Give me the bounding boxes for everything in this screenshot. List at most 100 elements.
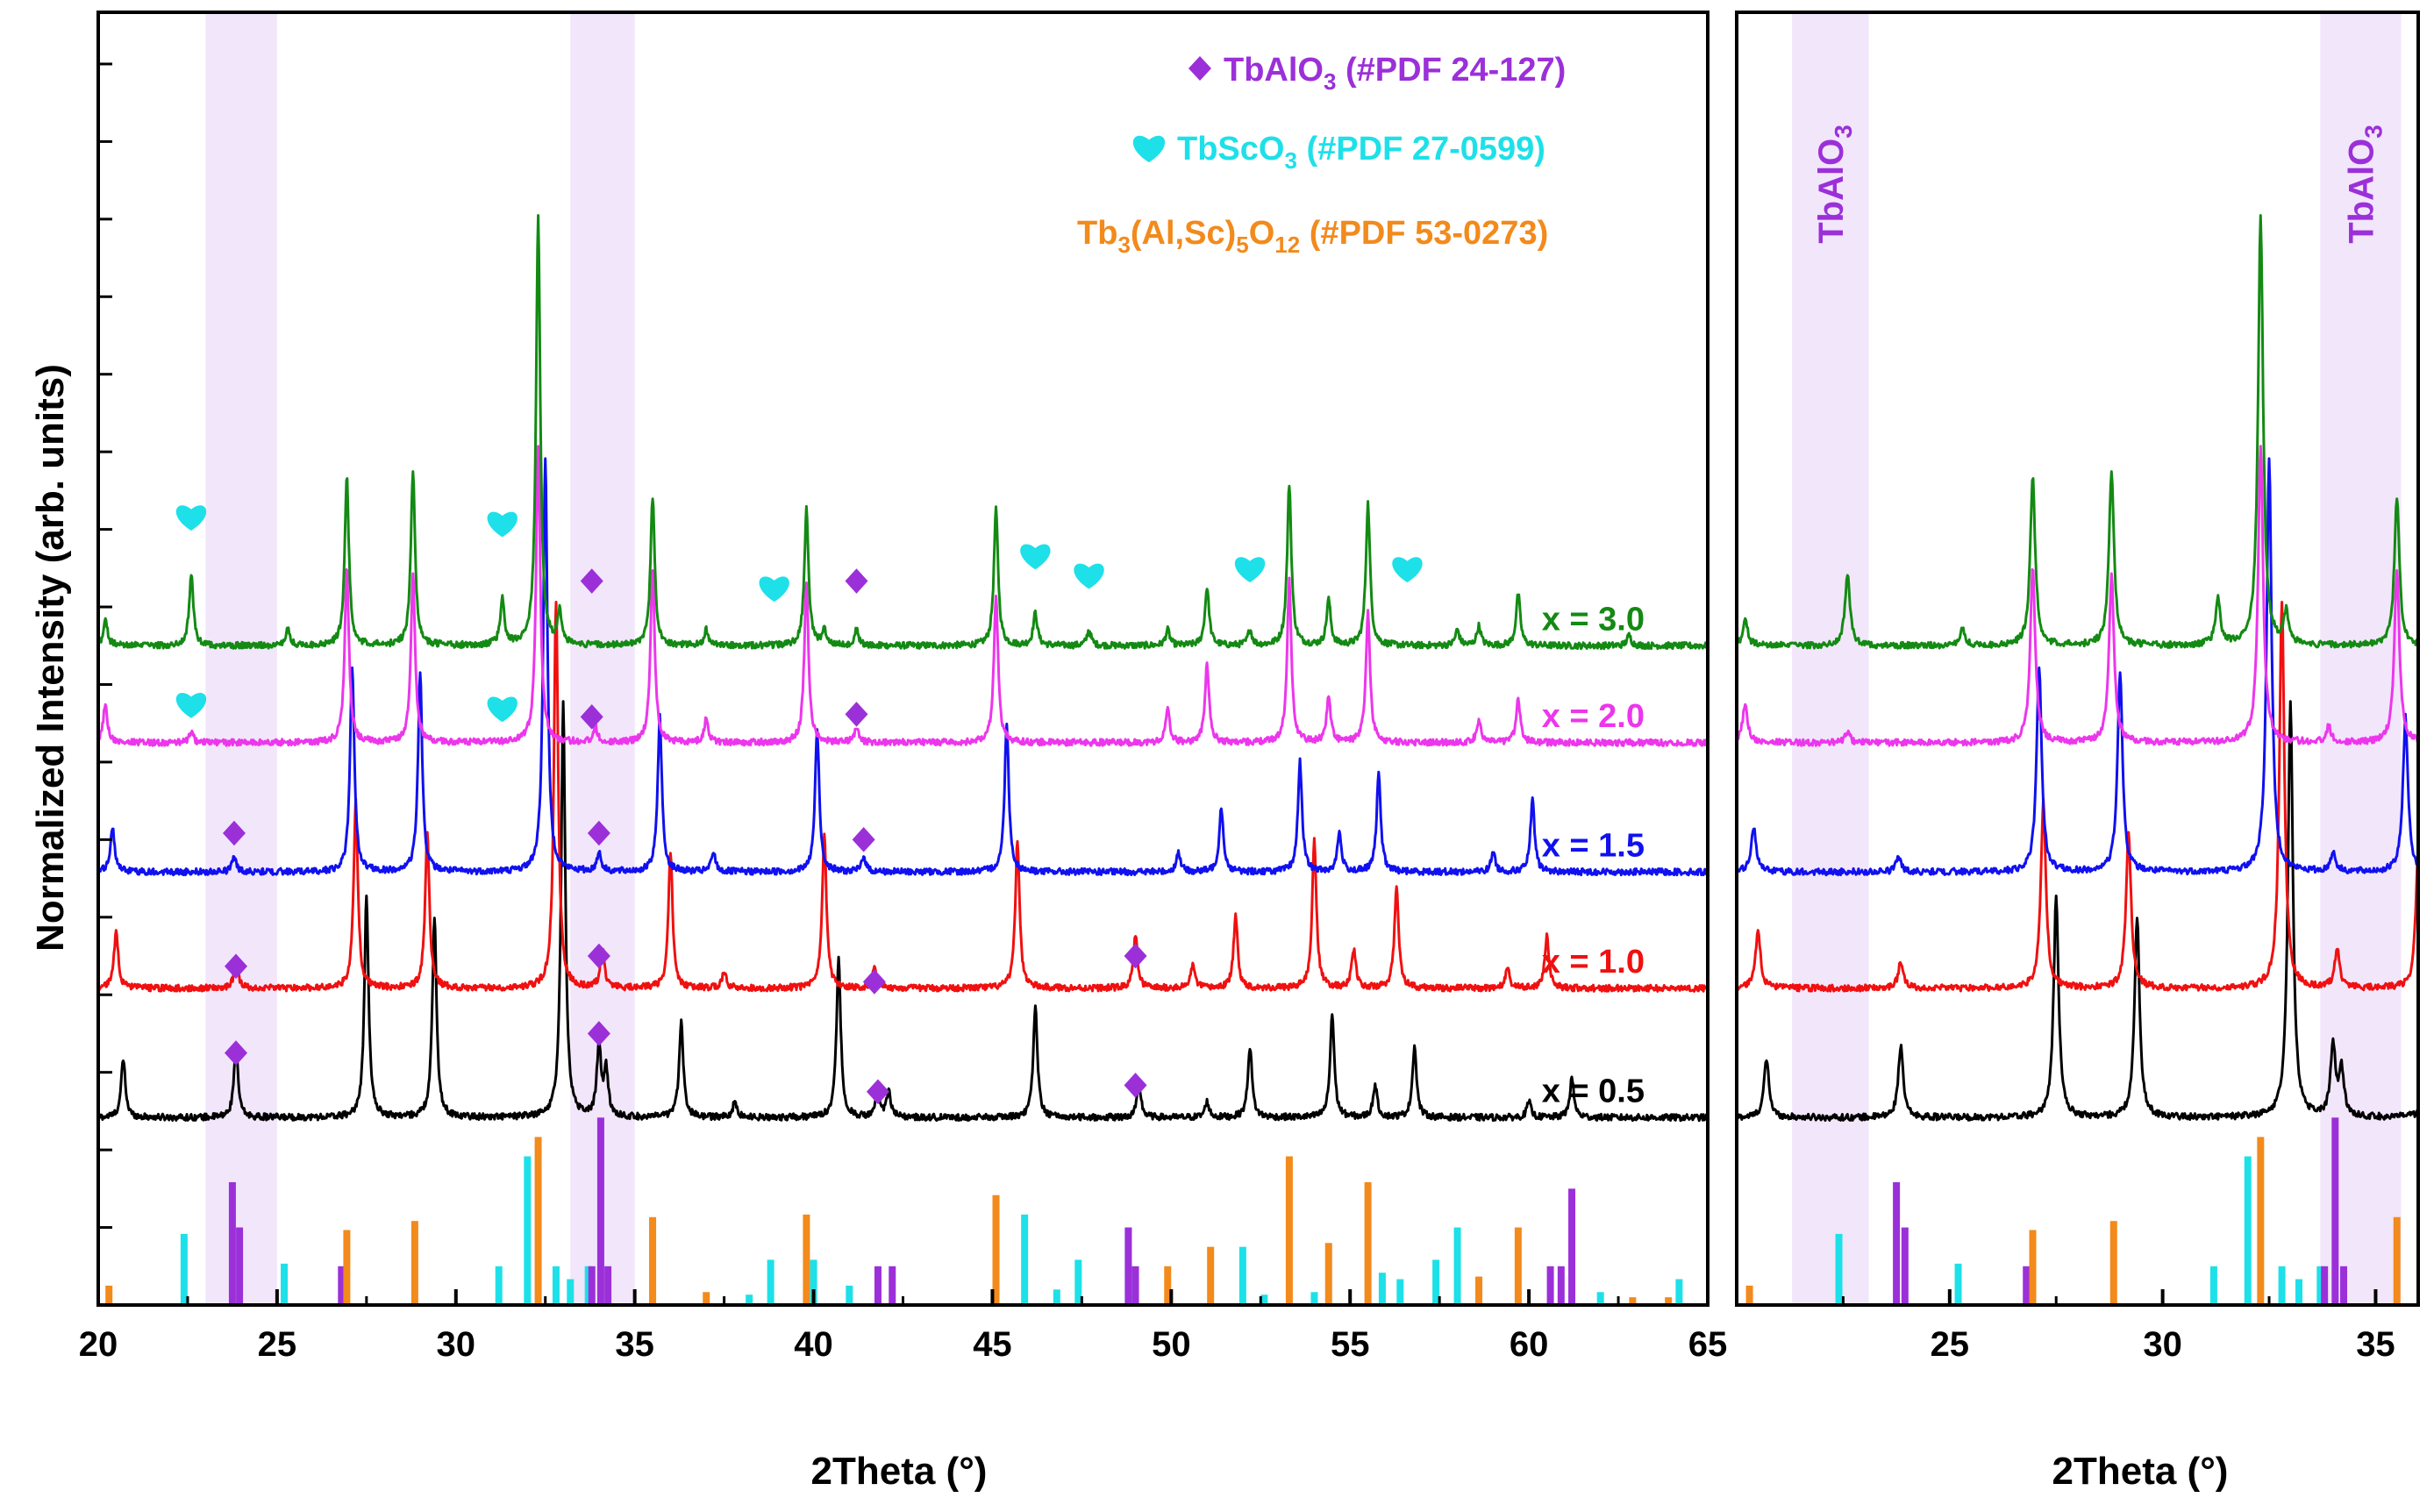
diamond-marker-15 [852,827,875,852]
diamond-marker-19 [1124,943,1147,969]
main-stick-tbalo3-5 [604,1266,612,1305]
legend-garnet-part-1: 3 [1117,232,1130,258]
legend-garnet-part-6: (#PDF 53-0273) [1300,215,1548,252]
main-phase-markers [175,505,1423,1105]
diamond-marker-22 [866,1079,889,1105]
main-x-axis-title: 2Theta (°) [811,1450,988,1493]
zoom-band-label-left-formula: TbAlO [1812,139,1851,244]
series-label-4: x = 0.5 [1542,1073,1645,1110]
main-stick-tbalo3-7 [889,1266,896,1305]
heart-marker-8 [1392,557,1423,583]
zoom-spectrum-x15 [1737,457,2418,877]
main-stick-tbsco3-6 [584,1266,592,1305]
zoom-highlight-bands [1792,12,2402,1305]
main-band-1 [570,12,635,1305]
main-xtick-label-50: 50 [1152,1325,1191,1364]
main-band-0 [205,12,277,1305]
zoom-band-label-right-formula: TbAlO [2342,139,2380,244]
main-stick-garnet-10 [1285,1156,1293,1305]
legend-tbalo3-subscript: 3 [1324,68,1336,95]
zoom-stick-tbsco3-2 [2209,1266,2217,1305]
main-stick-tbsco3-8 [767,1259,774,1305]
main-stick-tbsco3-2 [495,1266,503,1305]
zoom-stick-tbsco3-3 [2244,1156,2252,1305]
diamond-marker-14 [587,820,610,846]
zoom-band-0 [1792,12,1869,1305]
main-stick-tbsco3-10 [846,1285,853,1305]
main-xtick-label-25: 25 [258,1325,297,1364]
main-stick-tbsco3-18 [1378,1273,1386,1305]
zoom-axis-ticks: 25 30 35 [1735,1289,2395,1364]
legend-tbalo3-formula: TbAlO [1224,52,1324,89]
main-stick-tbsco3-15 [1238,1246,1246,1305]
zoom-xtick-label-25: 25 [1931,1325,1970,1364]
main-stick-tbalo3-8 [1124,1227,1132,1305]
main-stick-tbalo3-11 [1557,1266,1565,1305]
diamond-marker-2 [580,568,603,594]
main-stick-tbsco3-12 [1053,1289,1060,1305]
zoom-spectrum-x10 [1737,601,2418,993]
zoom-spectrum-x20 [1737,445,2418,747]
main-stick-garnet-9 [1207,1246,1215,1305]
series-label-0: x = 3.0 [1542,602,1645,638]
main-stick-tbsco3-22 [1596,1292,1604,1305]
main-stick-tbsco3-3 [524,1156,532,1305]
main-stick-garnet-14 [1514,1227,1522,1305]
diamond-marker-21 [587,1021,610,1046]
main-series-lines [98,214,1708,1123]
main-stick-tbsco3-7 [746,1294,753,1305]
series-label-1: x = 2.0 [1542,698,1645,735]
heart-marker-1 [487,511,517,538]
zoom-reference-sticks [1745,1117,2401,1305]
main-stick-garnet-3 [534,1137,542,1305]
main-stick-tbsco3-1 [281,1263,289,1305]
zoom-stick-garnet-0 [1745,1285,1753,1305]
diamond-marker-20 [224,1040,247,1066]
main-stick-garnet-5 [703,1292,710,1305]
heart-marker-5 [1020,544,1051,570]
main-stick-tbalo3-6 [874,1266,882,1305]
main-stick-tbalo3-1 [236,1227,244,1305]
zoom-plot-frame [1735,11,2420,1307]
zoom-stick-tbalo3-2 [2023,1266,2031,1305]
diamond-marker-11 [580,704,603,730]
main-xtick-label-35: 35 [615,1325,654,1364]
zoom-series-lines [1737,214,2418,1122]
main-spectrum-x05 [98,700,1708,1123]
legend-heart-icon [1132,135,1166,163]
main-stick-tbsco3-16 [1260,1294,1268,1305]
zoom-spectrum-x05 [1737,700,2418,1122]
zoom-band-1 [2320,12,2402,1305]
main-xtick-label-65: 65 [1688,1325,1728,1364]
main-xtick-label-45: 45 [973,1325,1012,1364]
main-stick-tbsco3-21 [1453,1227,1461,1305]
legend-entry-tbalo3: TbAlO3 (#PDF 24-127) [1224,52,1566,95]
main-xtick-label-20: 20 [79,1325,118,1364]
legend-tbsco3-formula: TbScO [1177,131,1284,168]
heart-marker-10 [487,696,517,723]
main-stick-garnet-13 [1475,1276,1483,1305]
main-stick-tbsco3-11 [1021,1214,1029,1305]
diamond-marker-13 [222,820,246,846]
zoom-stick-garnet-3 [2257,1137,2265,1305]
main-stick-tbsco3-19 [1396,1279,1404,1305]
legend-tbalo3-pdf: (#PDF 24-127) [1336,52,1566,89]
main-stick-garnet-4 [649,1216,657,1305]
series-label-3: x = 1.0 [1542,944,1645,981]
main-stick-garnet-0 [105,1285,113,1305]
heart-marker-0 [175,505,207,531]
main-stick-tbalo3-4 [596,1117,604,1305]
zoom-x-axis-title: 2Theta (°) [2052,1450,2229,1493]
diamond-marker-17 [587,943,610,969]
main-stick-garnet-15 [1629,1297,1637,1305]
main-stick-tbalo3-12 [1568,1188,1576,1305]
legend-entry-tbsco3: TbScO3 (#PDF 27-0599) [1177,131,1545,174]
main-stick-tbalo3-2 [338,1266,346,1305]
main-stick-garnet-8 [1164,1266,1172,1305]
diamond-marker-18 [862,969,886,995]
series-label-2: x = 1.5 [1542,828,1645,865]
zoom-band-label-right: TbAlO3 [2342,125,2387,244]
main-stick-garnet-1 [343,1230,351,1305]
heart-marker-6 [1074,563,1104,589]
